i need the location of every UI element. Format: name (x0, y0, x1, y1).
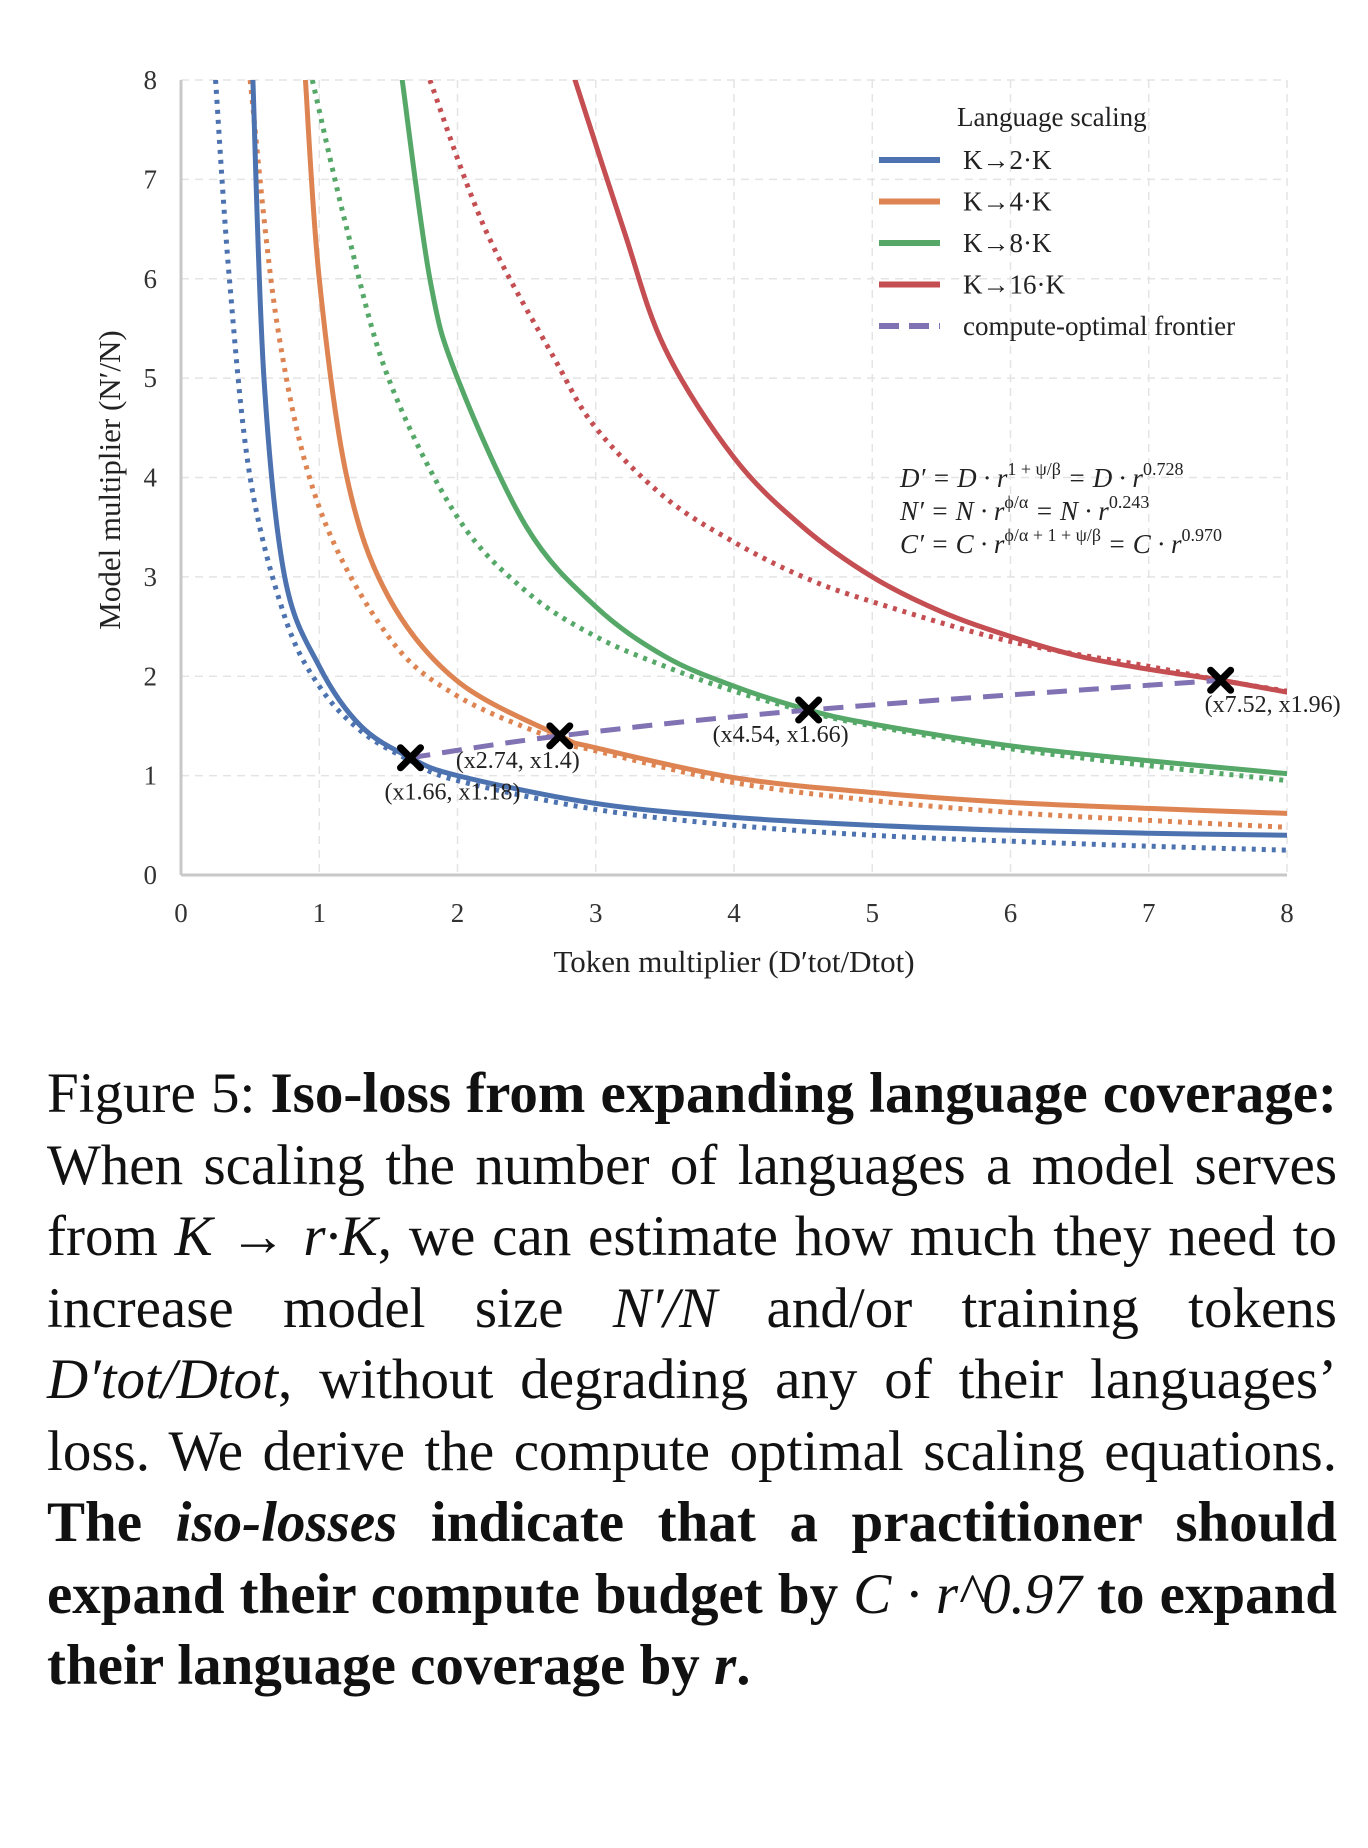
y-axis-label: Model multiplier (N′/N) (92, 330, 127, 630)
x-marker: (x7.52, x1.96) (1205, 666, 1341, 718)
equation-exponent: ϕ/α (1004, 492, 1028, 512)
caption-segment: to expand their language coverage by (47, 1562, 1337, 1698)
y-tick-label: 7 (144, 164, 158, 194)
caption-segment: r (714, 1634, 737, 1697)
x-tick-label: 6 (1004, 898, 1018, 928)
legend-title: Language scaling (957, 102, 1147, 132)
y-tick-label: 3 (144, 562, 158, 592)
x-marker-icon (795, 696, 823, 724)
caption-segment: Figure 5: (47, 1062, 271, 1125)
iso-loss-chart: 0 1 2 3 4 5 6 7 8 0 1 2 3 4 5 6 7 8 (x1.66, x1.18) (x2.74,… (92, 65, 1341, 979)
x-axis-label: Token multiplier (D′tot/Dtot) (553, 944, 914, 979)
frontier-markers: (x1.66, x1.18) (x2.74, x1.4) (x4.54, x1.66… (385, 666, 1341, 806)
caption-segment: iso-losses (175, 1491, 398, 1554)
series-compute-optimal-frontier (410, 677, 1221, 761)
legend-label: K→8·K (963, 228, 1052, 258)
legend-label: K→16·K (963, 270, 1065, 300)
caption-segment: and/or training tokens (717, 1276, 1337, 1340)
legend-label: compute-optimal frontier (963, 311, 1235, 341)
caption-segment: C · r^0.97 (853, 1562, 1082, 1626)
caption-segment: . (736, 1634, 751, 1697)
equation-exponent: 0.243 (1109, 492, 1150, 512)
caption-segment: N′/N (612, 1276, 718, 1340)
equation-exponent: 1 + ψ/β (1007, 459, 1061, 479)
series-k-16-k-dotted- (427, 80, 1287, 694)
axes: 0 1 2 3 4 5 6 7 8 0 1 2 3 4 5 6 7 8 (144, 65, 1294, 928)
x-marker-icon (1207, 666, 1235, 694)
marker-label: (x2.74, x1.4) (456, 748, 580, 774)
x-marker: (x2.74, x1.4) (456, 722, 580, 774)
x-tick-label: 7 (1142, 898, 1156, 928)
x-tick-label: 1 (313, 898, 327, 928)
caption-segment: The (47, 1491, 176, 1554)
x-tick-label: 3 (589, 898, 603, 928)
series-k-16-k (572, 80, 1287, 695)
series-lines (213, 80, 1287, 853)
y-tick-label: 8 (144, 65, 158, 95)
y-tick-label: 1 (144, 761, 158, 791)
x-tick-label: 0 (174, 898, 188, 928)
x-tick-label: 8 (1280, 898, 1294, 928)
caption-segment: When scaling the number of languages a m… (47, 1133, 1337, 1269)
x-marker: (x1.66, x1.18) (385, 744, 521, 806)
equation-exponent: 0.728 (1143, 459, 1184, 479)
marker-label: (x1.66, x1.18) (385, 780, 521, 806)
equation-exponent: ϕ/α + 1 + ψ/β (1004, 525, 1101, 545)
caption-segment: , without degrading any of their languag… (47, 1348, 1337, 1483)
equation-part: N′ = N · r (899, 496, 1005, 526)
x-tick-label: 2 (451, 898, 465, 928)
legend: Language scaling K→2·K K→4·K K→8·K K→16·K com… (879, 102, 1235, 341)
figure-caption: Figure 5: Iso-loss from expanding langua… (47, 1058, 1337, 1702)
y-tick-label: 4 (144, 463, 158, 493)
legend-label: K→4·K (963, 187, 1052, 217)
y-tick-label: 0 (144, 860, 158, 890)
equation-part: C′ = C · r (900, 529, 1005, 559)
equation-part: D′ = D · r (899, 463, 1008, 493)
x-marker: (x4.54, x1.66) (713, 696, 849, 748)
equation-part: = C · r (1101, 529, 1182, 559)
equation-part: = D · r (1061, 463, 1143, 493)
legend-label: K→2·K (963, 145, 1052, 175)
y-tick-label: 2 (144, 661, 158, 691)
caption-segment: D′tot/Dtot (47, 1348, 278, 1411)
y-tick-label: 6 (144, 264, 158, 294)
y-tick-label: 5 (144, 363, 158, 393)
caption-segment: K → r·K (174, 1205, 378, 1268)
series-k-4-k (302, 80, 1287, 816)
equation: N′ = N · rϕ/α = N · r0.243 (899, 492, 1149, 526)
caption-segment: , we can estimate how much they need to … (47, 1205, 1337, 1340)
caption-segment: indicate that a practitioner should expa… (47, 1491, 1337, 1626)
x-marker-icon (396, 744, 424, 772)
equation-part: = N · r (1028, 496, 1109, 526)
equation: D′ = D · r1 + ψ/β = D · r0.728 (899, 459, 1183, 493)
x-tick-label: 4 (727, 898, 741, 928)
series-k-8-k (399, 80, 1287, 777)
series-k-2-k (250, 80, 1287, 838)
x-marker-icon (546, 722, 574, 750)
equation-exponent: 0.970 (1182, 525, 1223, 545)
series-k-8-k-dotted- (309, 80, 1287, 784)
marker-label: (x4.54, x1.66) (713, 722, 849, 748)
equation: C′ = C · rϕ/α + 1 + ψ/β = C · r0.970 (900, 525, 1222, 559)
marker-label: (x7.52, x1.96) (1205, 692, 1341, 718)
caption-segment: Iso-loss from expanding language coverag… (270, 1062, 1338, 1125)
x-tick-label: 5 (866, 898, 880, 928)
